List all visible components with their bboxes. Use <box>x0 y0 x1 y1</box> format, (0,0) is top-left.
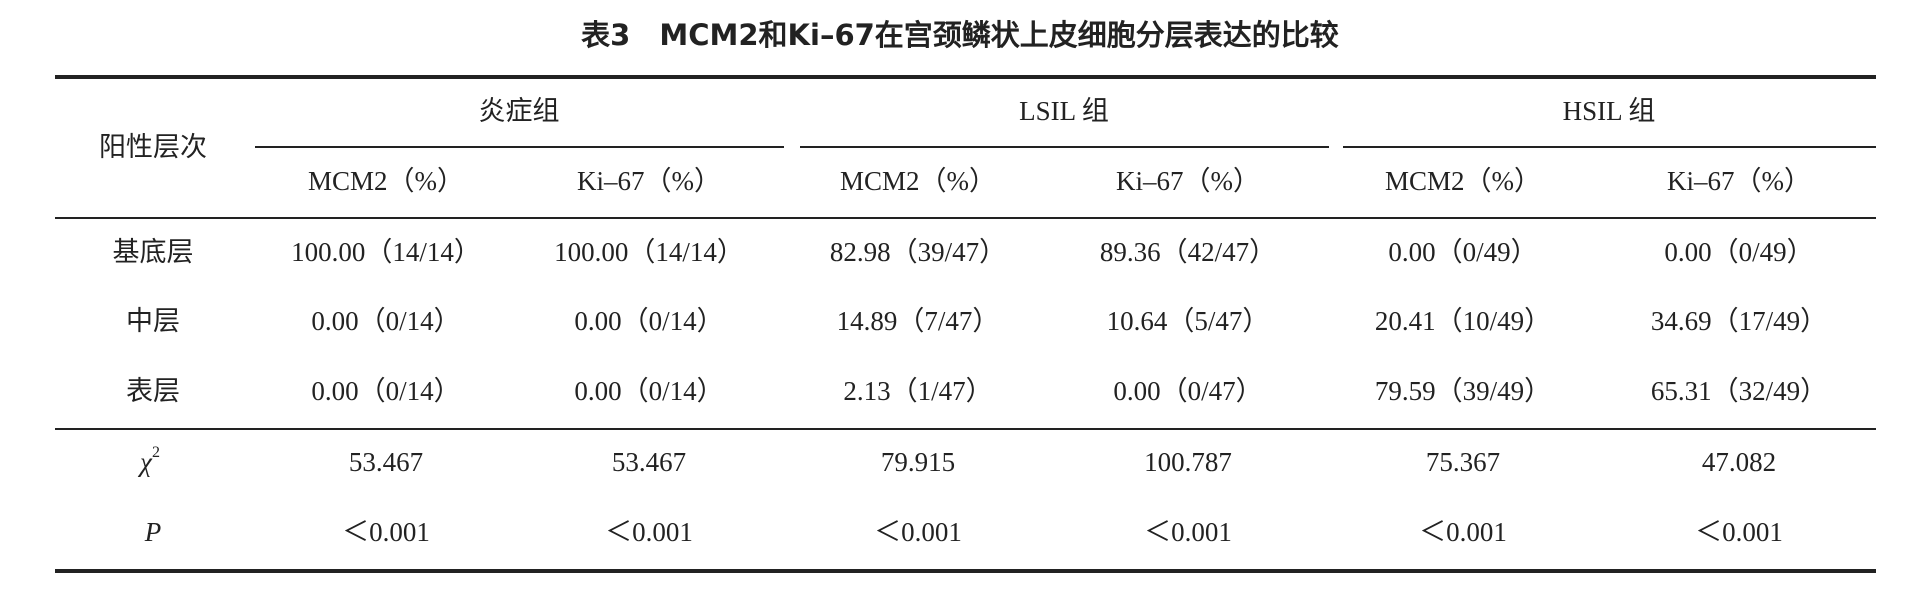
stat-superscript: 2 <box>152 444 160 461</box>
stat-cell: 75.367 <box>1426 447 1500 477</box>
cell: 100.00（14/14） <box>291 237 481 267</box>
row-label: 表层 <box>126 376 180 406</box>
cell: 65.31（32/49） <box>1651 376 1827 406</box>
column-header: Ki–67（%） <box>577 166 721 196</box>
column-header: Ki–67（%） <box>1667 166 1811 196</box>
stat-cell: ＜0.001 <box>1419 517 1507 547</box>
group-header: 炎症组 <box>479 96 560 126</box>
cell: 89.36（42/47） <box>1100 237 1276 267</box>
stat-cell: 79.915 <box>881 447 955 477</box>
row-header: 阳性层次 <box>99 132 207 162</box>
stat-label: P <box>144 517 162 547</box>
stat-cell: ＜0.001 <box>605 517 693 547</box>
cell: 0.00（0/14） <box>311 306 460 336</box>
stat-cell: ＜0.001 <box>874 517 962 547</box>
cell: 79.59（39/49） <box>1375 376 1551 406</box>
stat-cell: 47.082 <box>1702 447 1776 477</box>
stat-label: χ2 <box>137 444 160 478</box>
cell: 0.00（0/49） <box>1388 237 1537 267</box>
cell: 100.00（14/14） <box>554 237 744 267</box>
group-header: HSIL 组 <box>1563 96 1656 126</box>
column-header: MCM2（%） <box>1385 166 1541 196</box>
column-header: Ki–67（%） <box>1116 166 1260 196</box>
cell: 0.00（0/14） <box>574 376 723 406</box>
stat-cell: 100.787 <box>1144 447 1232 477</box>
table-title: 表3 MCM2和Ki–67在宫颈鳞状上皮细胞分层表达的比较 <box>581 18 1339 52</box>
group-header: LSIL 组 <box>1019 96 1109 126</box>
cell: 10.64（5/47） <box>1107 306 1270 336</box>
cell: 2.13（1/47） <box>843 376 992 406</box>
cell: 0.00（0/49） <box>1664 237 1813 267</box>
cell: 82.98（39/47） <box>830 237 1006 267</box>
cell: 14.89（7/47） <box>837 306 1000 336</box>
stat-symbol: χ <box>137 447 153 477</box>
column-header: MCM2（%） <box>308 166 464 196</box>
cell: 0.00（0/14） <box>574 306 723 336</box>
cell: 0.00（0/47） <box>1113 376 1262 406</box>
cell: 0.00（0/14） <box>311 376 460 406</box>
cell: 20.41（10/49） <box>1375 306 1551 336</box>
column-header: MCM2（%） <box>840 166 996 196</box>
stat-cell: 53.467 <box>612 447 686 477</box>
stat-cell: ＜0.001 <box>1695 517 1783 547</box>
stat-cell: ＜0.001 <box>342 517 430 547</box>
stat-cell: ＜0.001 <box>1144 517 1232 547</box>
row-label: 基底层 <box>113 237 194 267</box>
row-label: 中层 <box>126 306 180 336</box>
stat-cell: 53.467 <box>349 447 423 477</box>
cell: 34.69（17/49） <box>1651 306 1827 336</box>
